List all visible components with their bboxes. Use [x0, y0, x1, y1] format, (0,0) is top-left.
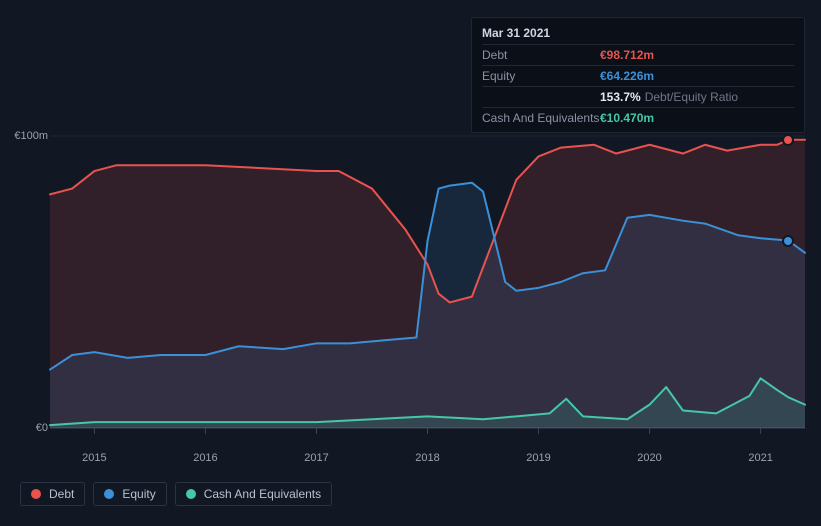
- x-axis-label: 2019: [526, 452, 550, 464]
- x-axis-label: 2015: [82, 452, 106, 464]
- tooltip-row-label: Debt: [482, 46, 600, 64]
- legend-label: Debt: [49, 487, 74, 501]
- chart-tooltip: Mar 31 2021 Debt€98.712mEquity€64.226m15…: [471, 17, 805, 133]
- legend-swatch: [104, 489, 114, 499]
- x-axis-label: 2020: [637, 452, 661, 464]
- chart-legend: Debt Equity Cash And Equivalents: [20, 482, 332, 506]
- x-axis-label: 2016: [193, 452, 217, 464]
- x-axis-label: 2018: [415, 452, 439, 464]
- tooltip-row-value: 153.7%Debt/Equity Ratio: [600, 88, 738, 106]
- tooltip-row-value: €10.470m: [600, 109, 654, 127]
- y-axis-label: €100m: [14, 130, 48, 142]
- legend-item-cash[interactable]: Cash And Equivalents: [175, 482, 332, 506]
- x-axis-label: 2021: [748, 452, 772, 464]
- tooltip-row: Cash And Equivalents€10.470m: [482, 107, 794, 128]
- tooltip-title: Mar 31 2021: [482, 24, 794, 44]
- legend-item-equity[interactable]: Equity: [93, 482, 166, 506]
- legend-item-debt[interactable]: Debt: [20, 482, 85, 506]
- tooltip-row: Equity€64.226m: [482, 65, 794, 86]
- tooltip-rows: Debt€98.712mEquity€64.226m153.7%Debt/Equ…: [482, 44, 794, 128]
- cursor-marker-equity: [782, 235, 794, 247]
- tooltip-row-label: Equity: [482, 67, 600, 85]
- tooltip-row-value: €98.712m: [600, 46, 654, 64]
- cursor-marker-debt: [782, 134, 794, 146]
- legend-label: Cash And Equivalents: [204, 487, 321, 501]
- tooltip-row-label: Cash And Equivalents: [482, 109, 600, 127]
- tooltip-row: 153.7%Debt/Equity Ratio: [482, 86, 794, 107]
- legend-swatch: [186, 489, 196, 499]
- tooltip-row-value: €64.226m: [600, 67, 654, 85]
- legend-swatch: [31, 489, 41, 499]
- debt-equity-chart: Mar 31 2021 Debt€98.712mEquity€64.226m15…: [0, 0, 821, 526]
- y-axis-label: €0: [36, 422, 48, 434]
- x-axis-label: 2017: [304, 452, 328, 464]
- legend-label: Equity: [122, 487, 155, 501]
- tooltip-row-label: [482, 88, 600, 106]
- tooltip-row: Debt€98.712m: [482, 44, 794, 65]
